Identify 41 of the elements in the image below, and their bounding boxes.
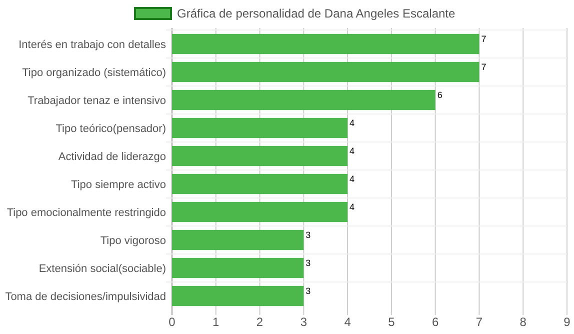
data-label: 4 (350, 174, 355, 184)
x-tick-label: 4 (344, 315, 352, 329)
data-label: 6 (437, 90, 442, 100)
y-tick-label: Toma de decisiones/impulsividad (5, 290, 166, 303)
bar (172, 34, 480, 54)
x-tick-label: 3 (300, 315, 308, 329)
x-tick-label: 2 (256, 315, 264, 329)
bar (172, 90, 436, 110)
data-label: 4 (350, 202, 355, 212)
bar (172, 118, 348, 138)
x-tick-label: 9 (564, 315, 571, 329)
y-tick-label: Trabajador tenaz e intensivo (28, 94, 166, 107)
data-label: 3 (306, 258, 311, 268)
x-tick-label: 6 (432, 315, 439, 329)
x-tick-label: 1 (212, 315, 220, 329)
legend-label: Gráfica de personalidad de Dana Angeles Escalante (177, 6, 456, 20)
bar (172, 202, 348, 222)
data-label: 4 (350, 146, 355, 156)
data-label: 4 (350, 118, 355, 128)
bar (172, 62, 480, 82)
bar (172, 146, 348, 166)
bar (172, 174, 348, 194)
y-tick-label: Interés en trabajo con detalles (18, 38, 166, 51)
y-tick-label: Tipo siempre activo (71, 178, 166, 191)
y-tick-label: Extensión social(sociable) (38, 262, 166, 275)
data-label: 7 (481, 62, 486, 72)
y-tick-label: Tipo vigoroso (100, 234, 166, 247)
y-tick-label: Tipo emocionalmente restringido (6, 206, 166, 219)
x-tick-label: 7 (476, 315, 483, 329)
data-label: 7 (481, 34, 486, 44)
bar (172, 258, 304, 278)
x-tick-label: 0 (168, 315, 176, 329)
bar (172, 230, 304, 250)
bar (172, 286, 304, 306)
y-tick-label: Tipo organizado (sistemático) (22, 66, 166, 79)
x-tick-label: 5 (388, 315, 396, 329)
data-label: 3 (306, 230, 311, 240)
y-tick-label: Actividad de liderazgo (58, 150, 166, 163)
y-tick-label: Tipo teórico(pensador) (56, 122, 166, 135)
x-tick-label: 8 (520, 315, 527, 329)
data-label: 3 (306, 286, 311, 296)
